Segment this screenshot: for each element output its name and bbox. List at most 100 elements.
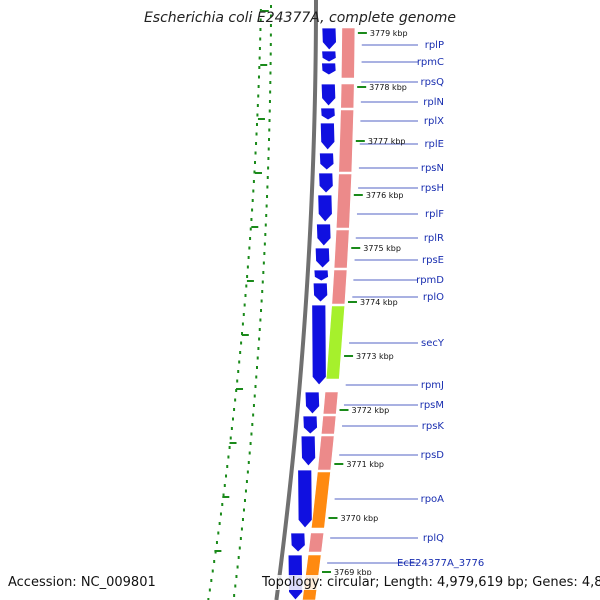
- kbp-tick-label: 3771 kbp: [346, 460, 384, 469]
- gene-arrow: [290, 532, 306, 553]
- dot-tick: [259, 318, 262, 322]
- dot-tick: [225, 474, 228, 478]
- cog-block: [308, 532, 325, 553]
- dot-tick: [260, 309, 263, 312]
- dot-tick: [249, 227, 252, 231]
- dot-tick: [253, 170, 256, 174]
- dot-tick: [229, 436, 232, 440]
- gene-label: rpsN: [421, 163, 444, 174]
- dot-tick: [227, 455, 230, 459]
- gene-label: rplX: [424, 116, 444, 127]
- gene-arrow: [314, 247, 331, 269]
- dash-tick: [254, 172, 262, 174]
- kbp-tick-label: 3777 kbp: [368, 137, 406, 146]
- dot-tick: [242, 313, 245, 316]
- dot-tick: [269, 33, 272, 37]
- dot-tick: [261, 280, 264, 284]
- dot-tick: [237, 556, 240, 559]
- dot-tick: [250, 432, 253, 436]
- dot-tick: [248, 451, 251, 455]
- cog-block: [340, 83, 355, 109]
- dot-tick: [266, 195, 269, 198]
- dot-tick: [231, 417, 234, 421]
- dot-tick: [219, 512, 222, 516]
- dot-tick: [269, 5, 272, 8]
- genome-backbone: [274, 0, 318, 600]
- dot-tick: [257, 94, 260, 98]
- dot-tick: [210, 579, 213, 582]
- gene-label: rplF: [425, 209, 444, 220]
- dot-tick: [267, 157, 270, 160]
- kbp-tick-label: 3769 kbp: [334, 568, 372, 577]
- dot-tick: [264, 233, 267, 236]
- dot-tick: [245, 284, 248, 288]
- kbp-tick-mark: [357, 32, 367, 34]
- accession-text: Accession: NC_009801: [8, 575, 156, 590]
- dot-tick: [246, 470, 249, 474]
- gene-arrow: [312, 282, 329, 303]
- dot-tick: [268, 109, 271, 113]
- dot-tick: [269, 90, 272, 94]
- dot-tick: [236, 379, 239, 383]
- dot-tick: [215, 541, 218, 544]
- dot-tick: [269, 52, 272, 56]
- dot-tick: [256, 366, 259, 369]
- gene-arrow: [320, 83, 337, 107]
- dot-tick: [259, 9, 262, 12]
- dot-tick: [258, 337, 261, 341]
- gene-label: rpmC: [417, 57, 444, 68]
- dot-tick: [266, 176, 269, 179]
- gene-label: rplQ: [423, 533, 444, 544]
- dot-tick: [256, 104, 259, 107]
- dot-tick: [258, 47, 261, 50]
- dot-tick: [226, 465, 229, 468]
- gene-arrow: [311, 304, 327, 386]
- dash-tick: [251, 226, 259, 228]
- dot-tick: [218, 522, 221, 525]
- dot-tick: [267, 147, 270, 151]
- dash-tick: [260, 64, 268, 66]
- gene-label: rpsE: [422, 255, 444, 266]
- dot-tick: [249, 442, 252, 445]
- dot-tick: [263, 242, 266, 246]
- dot-tick: [254, 161, 257, 164]
- dot-tick: [252, 404, 255, 407]
- dot-tick: [235, 575, 238, 578]
- dot-tick: [241, 322, 244, 326]
- dot-tick: [262, 271, 265, 274]
- gene-label: rpsK: [422, 421, 445, 432]
- dot-tick: [265, 204, 268, 208]
- gene-label: rplO: [423, 292, 444, 303]
- dot-tick: [258, 328, 261, 331]
- kbp-tick-mark: [339, 409, 349, 411]
- dot-tick: [248, 246, 251, 250]
- dot-tick: [262, 261, 265, 265]
- kbp-tick-label: 3776 kbp: [366, 191, 404, 200]
- dot-tick: [241, 332, 244, 335]
- gene-label: rplE: [424, 139, 444, 150]
- cog-block: [338, 109, 354, 173]
- dot-tick: [246, 265, 249, 269]
- dot-tick: [234, 398, 237, 402]
- dot-tick: [223, 484, 226, 487]
- gene-label: rpmJ: [421, 380, 444, 391]
- dot-tick: [269, 24, 272, 27]
- gene-label: rplR: [424, 233, 444, 244]
- dot-tick: [254, 385, 257, 388]
- cog-block: [322, 391, 339, 415]
- dot-tick: [259, 28, 262, 31]
- gene-arrow: [320, 107, 336, 121]
- dot-tick: [252, 180, 255, 183]
- kbp-tick-label: 3775 kbp: [363, 244, 401, 253]
- dot-tick: [251, 199, 254, 202]
- dot-tick: [266, 185, 269, 189]
- dot-tick: [211, 569, 214, 573]
- dot-tick: [238, 546, 241, 550]
- dot-tick: [222, 493, 225, 497]
- kbp-tick-mark: [347, 301, 357, 303]
- dot-tick: [255, 375, 258, 379]
- gene-label: rpsD: [421, 450, 445, 461]
- dot-tick: [251, 423, 254, 426]
- gene-arrow: [321, 62, 337, 76]
- dot-tick: [251, 208, 254, 212]
